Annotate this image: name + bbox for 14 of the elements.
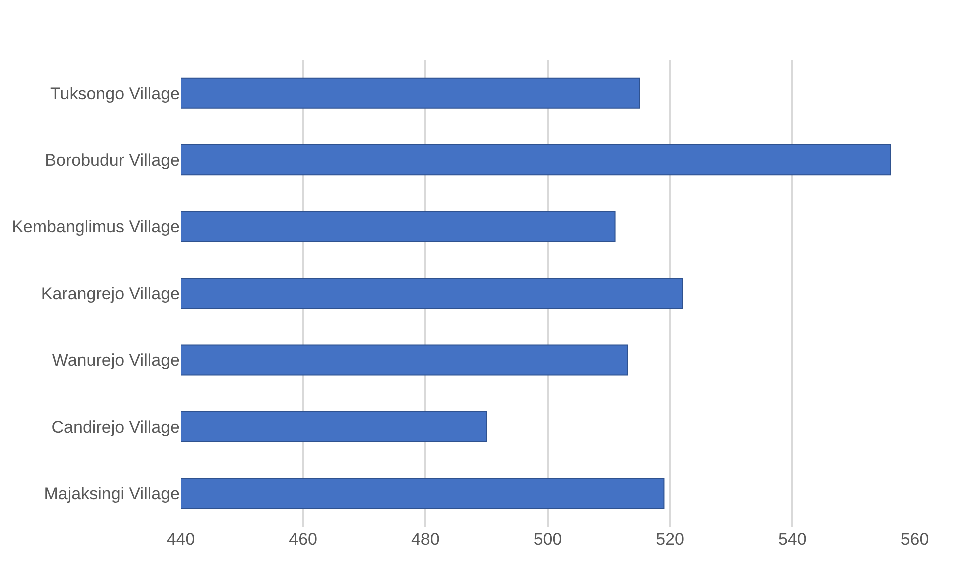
y-tick-label: Majaksingi Village <box>44 484 180 504</box>
x-tick-label: 440 <box>166 530 196 549</box>
y-tick-label: Candirejo Village <box>52 418 180 437</box>
y-tick-label: Tuksongo Village <box>50 84 180 104</box>
x-tick-label: 480 <box>411 530 440 549</box>
x-tick-label: 560 <box>900 530 930 549</box>
x-tick-label: 540 <box>778 530 807 549</box>
y-tick-label: Karangrejo Village <box>41 284 180 304</box>
x-tick-label: 460 <box>289 530 318 549</box>
x-tick-label: 520 <box>656 530 685 549</box>
y-tick-label: Borobudur Village <box>45 151 180 170</box>
y-tick-label: Kembanglimus Village <box>12 218 180 237</box>
x-tick-label: 500 <box>534 530 562 549</box>
y-tick-label: Wanurejo Village <box>52 351 180 370</box>
